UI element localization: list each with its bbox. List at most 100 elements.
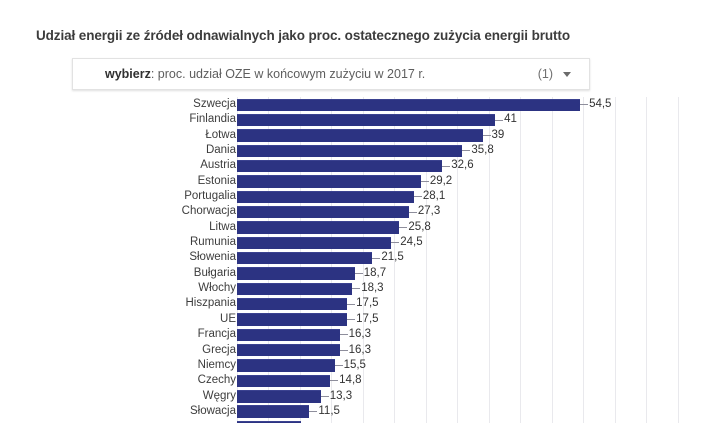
page-title: Udział energii ze źródeł odnawialnych ja…	[36, 28, 570, 43]
value-label: 15,5	[343, 358, 366, 371]
value-label: 35,8	[471, 144, 494, 157]
bar[interactable]	[237, 113, 496, 127]
value-label: 13,3	[329, 389, 353, 402]
value-label: 18,7	[363, 266, 387, 279]
bar[interactable]	[237, 129, 483, 142]
leader-line	[580, 104, 589, 106]
bar[interactable]	[237, 298, 348, 311]
leader-line	[339, 349, 348, 351]
leader-line	[320, 395, 329, 397]
category-label: Litwa	[209, 220, 236, 233]
series-selector-prefix: wybierz	[105, 67, 151, 81]
bar[interactable]	[237, 405, 310, 418]
leader-line	[372, 257, 381, 259]
value-label: 27,3	[417, 205, 441, 218]
category-label: Włochy	[198, 282, 236, 295]
value-label: 16,3	[348, 328, 371, 341]
value-label: 17,5	[356, 297, 379, 310]
category-label: Czechy	[197, 374, 236, 387]
bar[interactable]	[237, 144, 463, 158]
chart-row: Grecja 16,3	[0, 343, 710, 358]
value-label: 18,3	[361, 282, 384, 295]
category-label: Łotwa	[205, 128, 236, 141]
leader-line	[309, 411, 318, 413]
chart-row: Niemcy 15,5	[0, 358, 710, 373]
chart-rows: Szwecja 54,5 Finlandia 41 Łotwa 39 Dania 35,8 Au…	[0, 97, 710, 423]
chart-row: Dania 35,8	[0, 143, 710, 158]
bar[interactable]	[237, 282, 353, 296]
leader-line	[391, 242, 400, 244]
category-label: Chorwacja	[181, 205, 236, 218]
series-selector-label: wybierz: proc. udział OZE w końcowym zuż…	[105, 67, 425, 81]
bar[interactable]	[237, 175, 421, 188]
leader-line	[408, 211, 417, 213]
leader-line	[334, 365, 343, 367]
category-label: Finlandia	[189, 113, 236, 126]
bar[interactable]	[237, 328, 340, 342]
chart-row: Chorwacja 27,3	[0, 204, 710, 219]
bar[interactable]	[237, 159, 443, 173]
leader-line	[462, 150, 471, 152]
chart-row: Bułgaria 18,7	[0, 266, 710, 281]
series-selector-count: (1)	[537, 67, 553, 81]
category-label: Słowacja	[189, 404, 236, 417]
chart-row: Litwa 25,8	[0, 220, 710, 235]
leader-line	[399, 226, 408, 228]
leader-line	[482, 134, 491, 136]
chart-row: Francja 16,3	[0, 327, 710, 342]
bar[interactable]	[237, 221, 400, 234]
leader-line	[330, 380, 339, 382]
category-label: Portugalia	[184, 190, 236, 203]
value-label: 32,6	[451, 159, 474, 172]
value-label: 17,5	[356, 312, 379, 325]
value-label: 28,1	[422, 190, 446, 203]
chart-row: Włochy 18,3	[0, 281, 710, 296]
bar[interactable]	[237, 236, 392, 250]
bar[interactable]	[237, 390, 321, 403]
value-label: 24,5	[400, 236, 423, 249]
chart-row: Czechy 14,8	[0, 373, 710, 388]
bar[interactable]	[237, 206, 409, 219]
category-label: Słowenia	[189, 251, 236, 264]
bar[interactable]	[237, 190, 414, 204]
category-label: Węgry	[202, 389, 236, 402]
category-label: Dania	[205, 144, 236, 157]
series-selector-value: : proc. udział OZE w końcowym zużyciu w …	[150, 67, 426, 81]
leader-line	[442, 165, 451, 167]
chart-row: Łotwa 39	[0, 128, 710, 143]
chart-row: Portugalia 28,1	[0, 189, 710, 204]
category-label: Estonia	[197, 174, 236, 187]
value-label: 21,5	[381, 251, 404, 264]
chart-row: Słowenia 21,5	[0, 250, 710, 265]
bar[interactable]	[237, 420, 302, 423]
chevron-down-icon[interactable]	[563, 71, 571, 77]
value-label: 54,5	[589, 98, 612, 110]
series-selector-dropdown[interactable]: wybierz: proc. udział OZE w końcowym zuż…	[72, 58, 590, 90]
chart-row: Rumunia 24,5	[0, 235, 710, 250]
category-label: Rumunia	[189, 236, 236, 249]
chart-row: Hiszpania 17,5	[0, 296, 710, 311]
chart-row-partial	[0, 419, 710, 423]
category-label: Hiszpania	[185, 297, 237, 310]
bar[interactable]	[237, 252, 373, 265]
leader-line	[347, 319, 356, 320]
chart-row: Estonia 29,2	[0, 174, 710, 189]
value-label: 11,5	[318, 404, 340, 417]
chart-row: Słowacja 11,5	[0, 404, 710, 419]
bar[interactable]	[237, 344, 340, 357]
bar[interactable]	[237, 267, 355, 280]
bar[interactable]	[237, 359, 335, 372]
category-label: Bułgaria	[193, 266, 236, 279]
bar[interactable]	[237, 98, 581, 111]
series-selector-controls: (1)	[538, 67, 571, 81]
value-label: 16,3	[348, 343, 371, 356]
chart-row: UE 17,5	[0, 312, 710, 327]
leader-line	[339, 334, 348, 336]
category-label: UE	[220, 312, 236, 325]
bar[interactable]	[237, 374, 331, 388]
bar-chart: Szwecja 54,5 Finlandia 41 Łotwa 39 Dania 35,8 Au…	[0, 97, 710, 423]
leader-line	[413, 196, 422, 198]
bar[interactable]	[237, 313, 348, 326]
leader-line	[354, 272, 363, 274]
value-label: 25,8	[408, 220, 431, 233]
